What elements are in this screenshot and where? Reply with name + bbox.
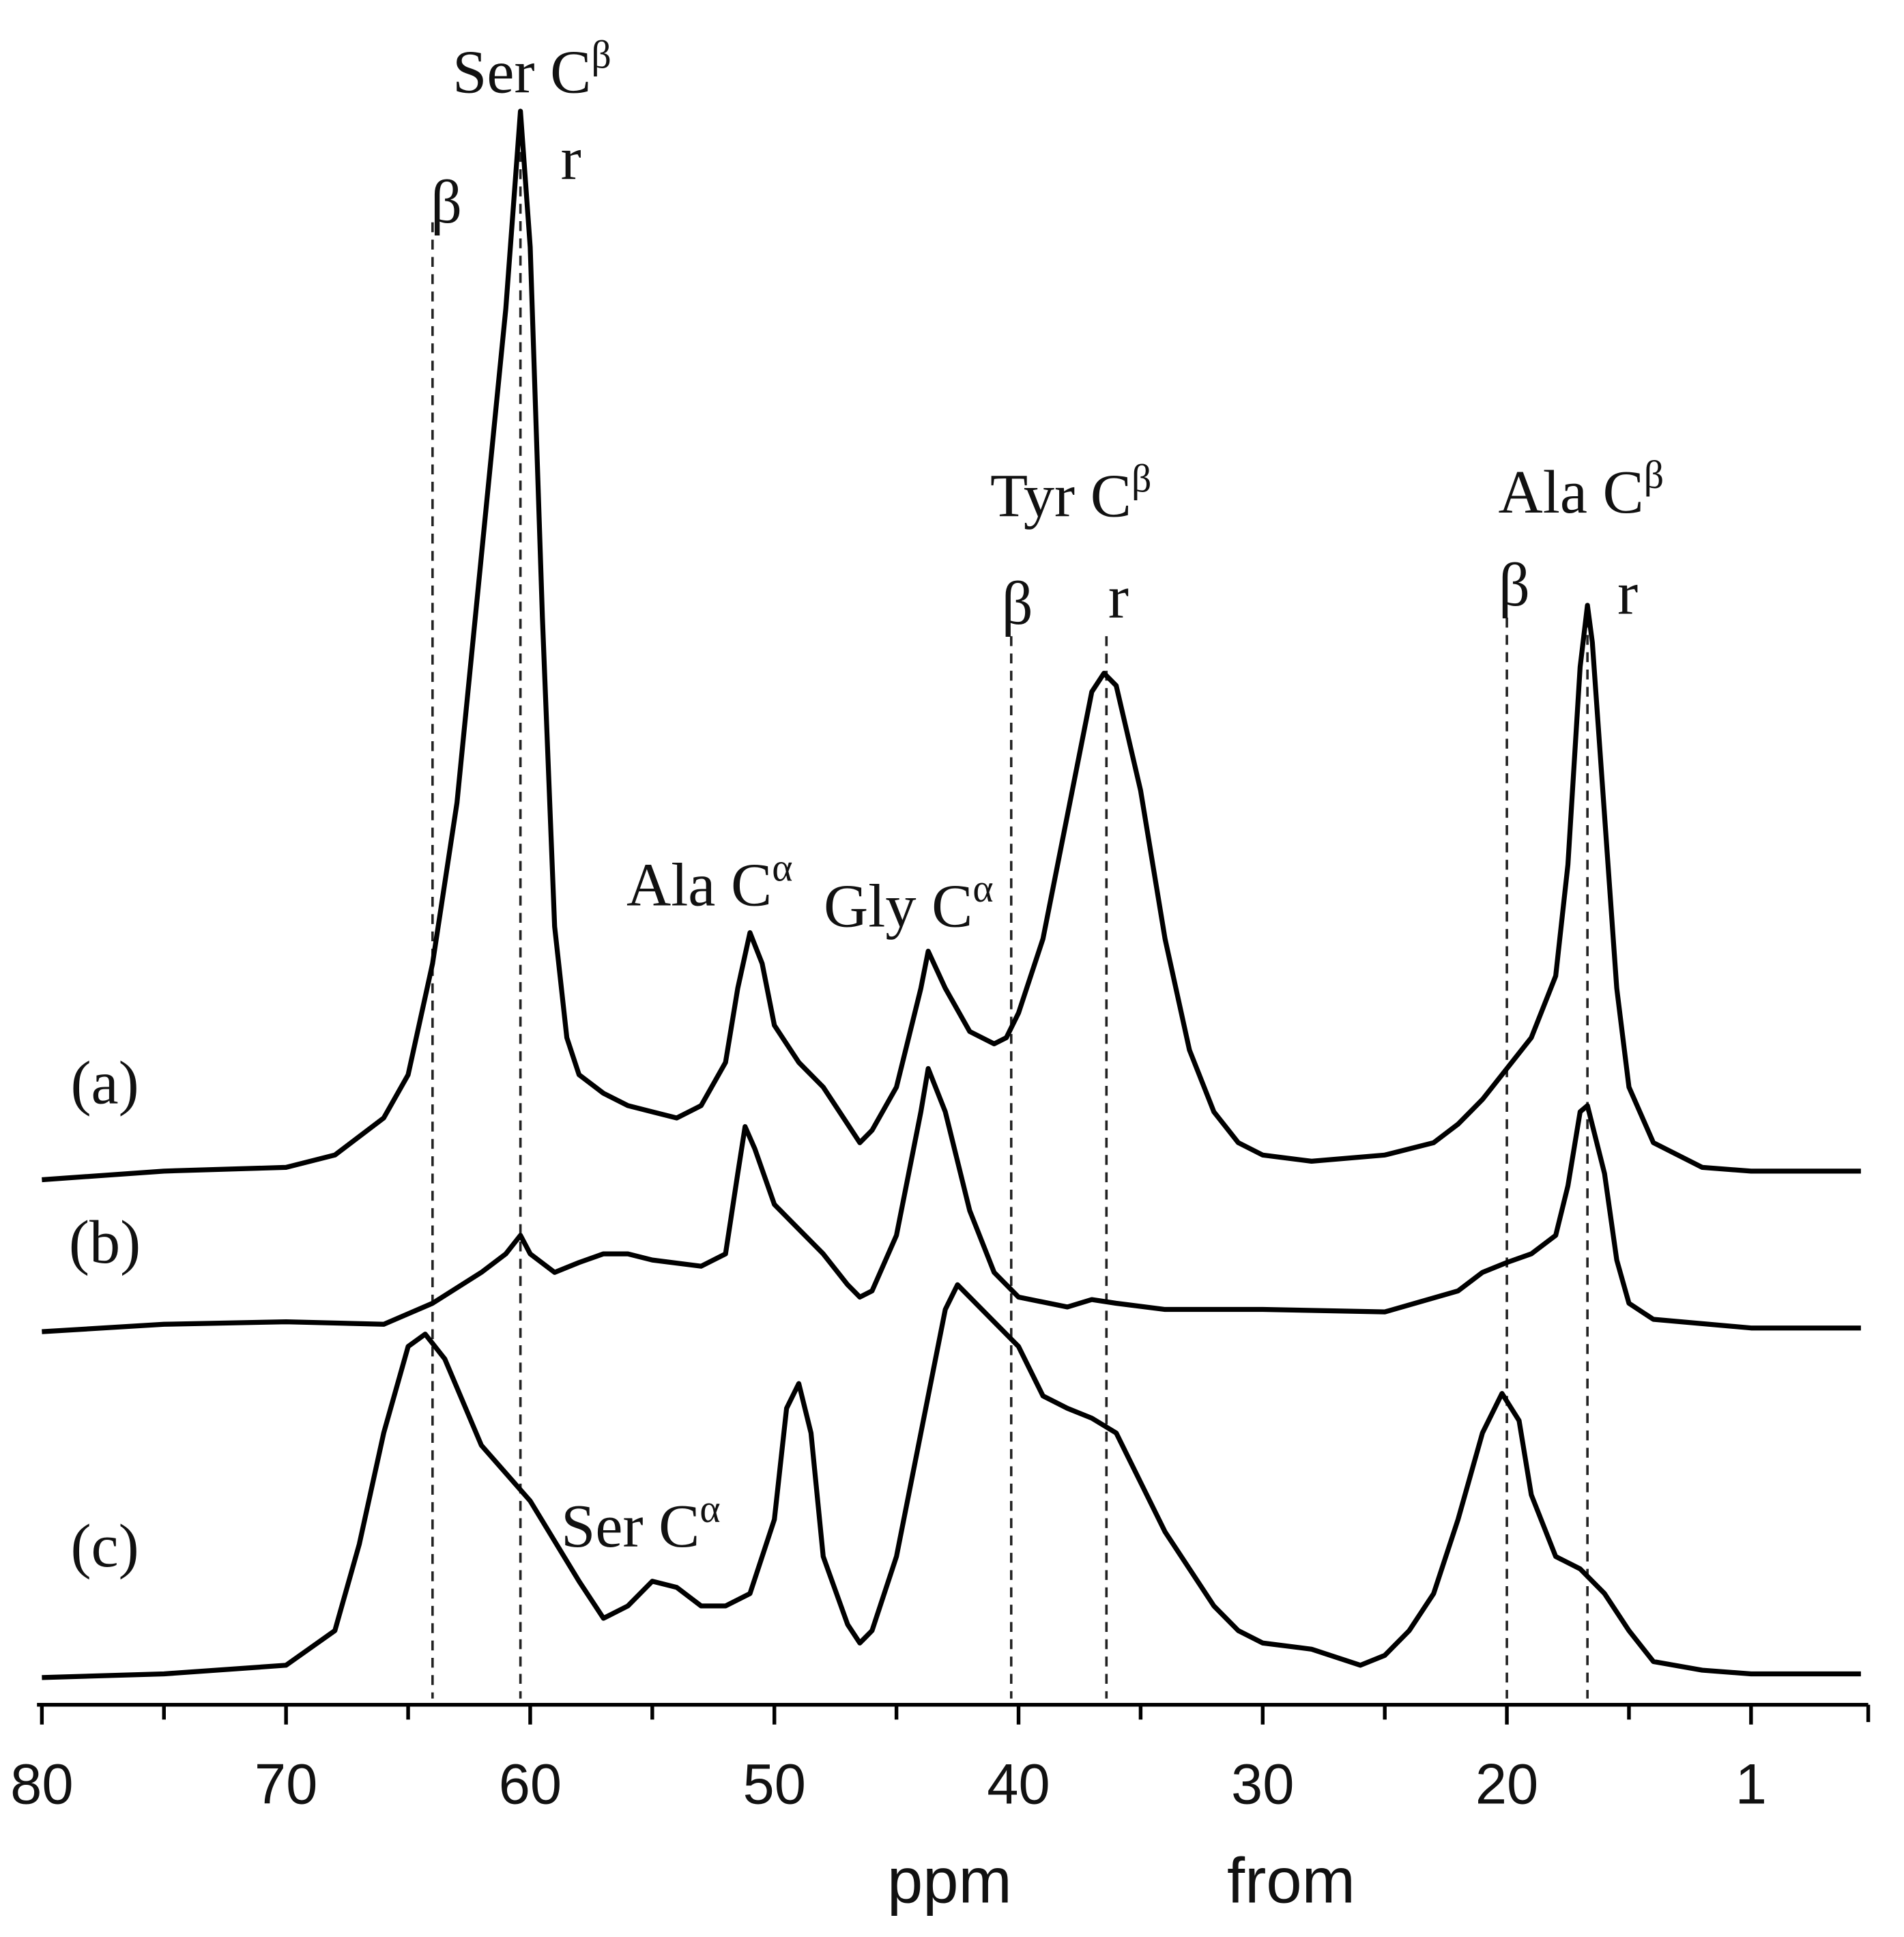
peak-label-sup: α [699, 1487, 720, 1531]
spectrum-line [42, 1282, 1861, 1680]
peak-label-sup: β [1131, 456, 1151, 500]
peak-label: Tyr Cβ [990, 456, 1151, 530]
peak-label-sup: α [972, 866, 993, 910]
peak-label-text: Ser C [561, 1491, 699, 1560]
peak-label-text: Ala C [1498, 457, 1643, 526]
reference-label: β [431, 167, 462, 236]
peak-label: Ser Cβ [452, 33, 611, 106]
spectrum-line [42, 109, 1861, 1183]
peak-label-text: Tyr C [990, 461, 1131, 530]
x-tick-label: 1 [1735, 1752, 1767, 1816]
reference-label: β [1002, 569, 1033, 637]
x-tick-label: 70 [255, 1752, 317, 1816]
x-tick-label: 40 [987, 1752, 1050, 1816]
reference-label: r [1617, 558, 1638, 627]
x-tick-label: 20 [1475, 1752, 1538, 1816]
peak-label: Ala Cα [626, 845, 793, 919]
reference-label: r [561, 124, 581, 192]
reference-label: r [1108, 562, 1129, 631]
peak-label-text: Ser C [452, 38, 591, 106]
peak-label: Ser Cα [561, 1487, 721, 1560]
reference-label: β [1499, 550, 1530, 619]
x-tick-label: 50 [743, 1752, 806, 1816]
series-label: (c) [70, 1511, 139, 1580]
x-tick-label: 60 [499, 1752, 562, 1816]
x-tick-label: 30 [1231, 1752, 1294, 1816]
peak-label-sup: β [1644, 453, 1664, 497]
peak-label: Gly Cα [824, 866, 994, 940]
x-axis-label: ppm [887, 1844, 1012, 1916]
spectrum-line [42, 1065, 1861, 1334]
x-axis-label: from [1227, 1844, 1355, 1916]
series-label: (b) [69, 1207, 141, 1276]
peak-label-sup: α [772, 845, 792, 889]
x-tick-label: 80 [10, 1752, 73, 1816]
peak-label-text: Gly C [824, 871, 972, 940]
series-label: (a) [70, 1048, 139, 1117]
peak-label-sup: β [591, 33, 611, 77]
peak-label-text: Ala C [626, 850, 772, 919]
peak-label: Ala Cβ [1498, 453, 1664, 526]
